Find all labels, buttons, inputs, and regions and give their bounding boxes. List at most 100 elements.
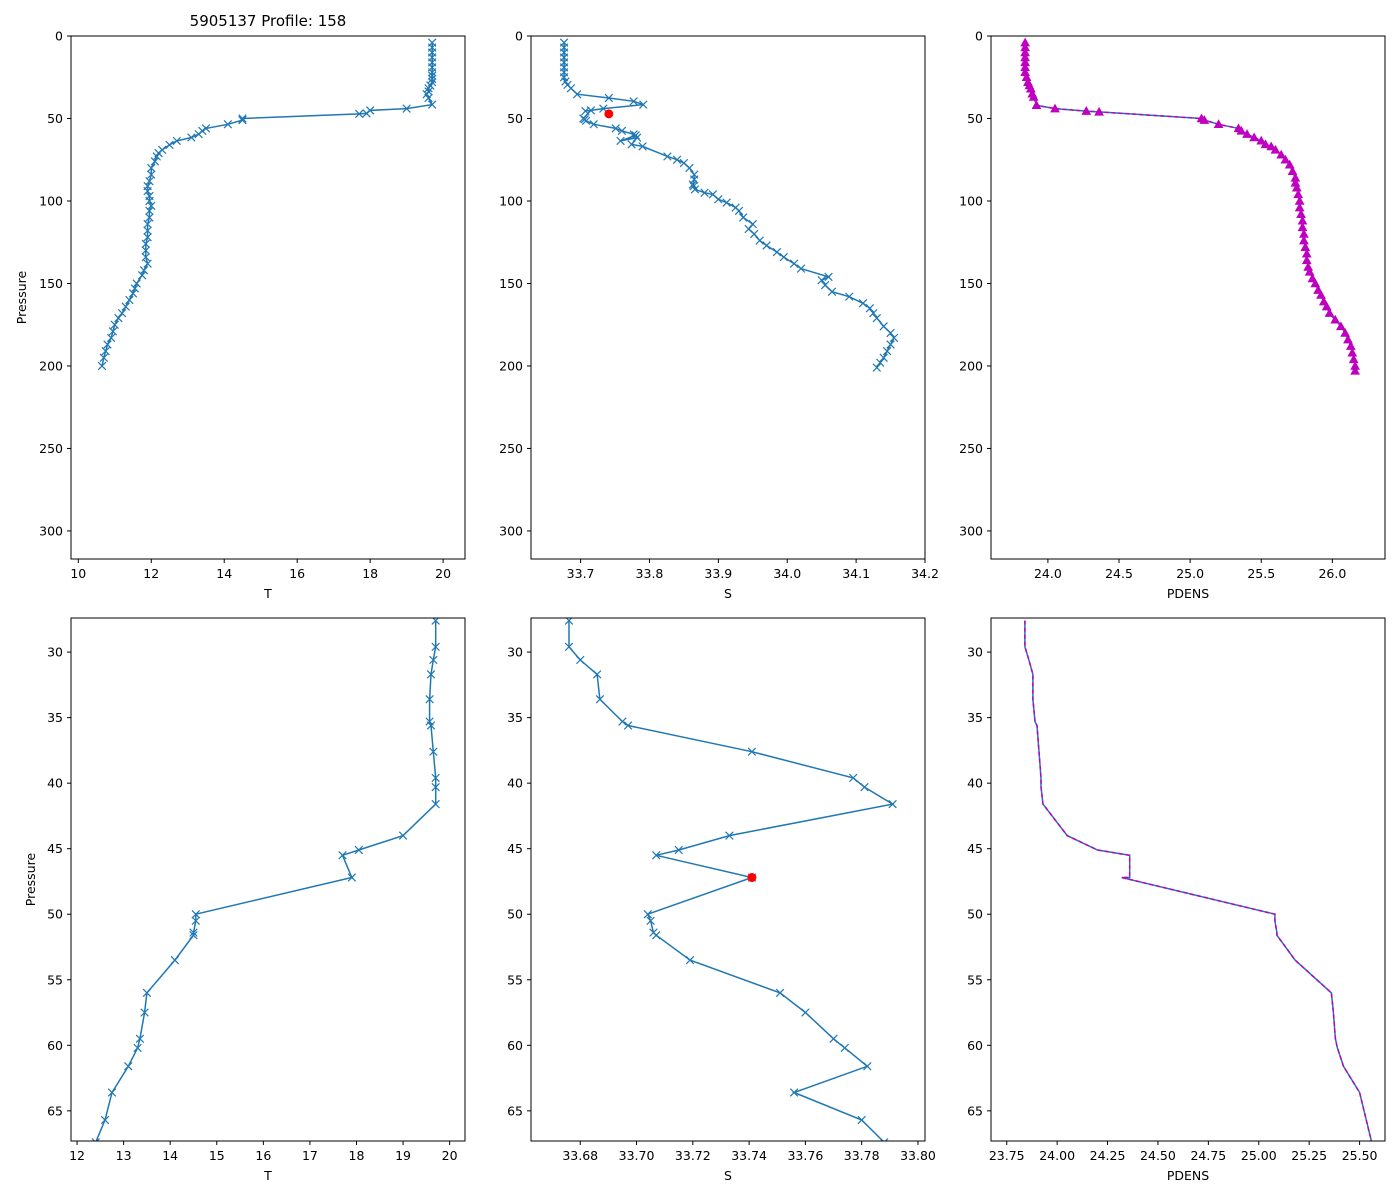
data-point [738,213,748,222]
data-point [858,299,868,308]
x-tick-label: 23.75 [989,1148,1025,1163]
data-point [121,302,130,311]
y-tick-label: 55 [47,972,63,987]
y-tick-label: 50 [967,907,983,922]
x-tick-label: 10 [70,566,86,581]
y-tick-label: 30 [967,645,983,660]
series-line-s [563,42,895,369]
data-point [141,246,151,255]
data-point [170,955,180,965]
data-point [1287,166,1298,176]
plot-frame [990,35,1386,560]
data-point [91,1138,100,1141]
plot-frame [70,617,466,1142]
data-point [429,655,438,665]
data-point [1276,149,1287,159]
x-tick-label: 14 [162,1148,178,1163]
x-tick-label: 20 [442,1148,458,1163]
data-point [632,133,642,142]
y-tick-label: 100 [499,193,523,208]
data-point [100,1115,110,1125]
data-point [108,327,118,336]
data-point [191,916,201,926]
chart-bottom-temperature: 12 13 14 15 16 17 18 19 20 30 35 40 45 50 55 60 65 T Press… [23,617,466,1183]
data-point [772,247,782,257]
data-point [97,361,107,371]
y-tick-label: 250 [499,441,523,456]
y-tick-label: 55 [967,972,983,987]
data-point [1330,314,1341,324]
x-tick-label: 33.9 [704,566,732,581]
data-point [652,851,661,860]
data-point [354,845,364,855]
data-point [789,259,799,268]
x-tick-label: 24.75 [1190,1148,1226,1163]
data-point [1345,341,1356,350]
data-point [631,131,640,140]
plot-area [1024,620,1373,1141]
plot-area [97,38,437,371]
data-point [426,670,436,679]
data-point [817,275,826,285]
x-tick-label: 24.5 [1105,566,1133,581]
y-tick-label: 45 [507,841,523,856]
data-point [99,353,109,362]
data-point [589,120,598,129]
x-tick-label: 24.0 [1034,566,1062,581]
data-point [398,831,408,840]
data-point [114,313,123,323]
y-tick-label: 60 [507,1038,523,1053]
data-point [427,68,437,77]
data-point [426,721,436,730]
data-point [623,721,633,730]
data-point [143,233,152,242]
data-point [857,1115,866,1125]
y-tick-label: 60 [47,1038,63,1053]
data-point [840,1043,850,1053]
data-point [882,346,892,356]
data-point [1316,290,1326,299]
data-point [1293,189,1304,199]
x-tick-label: 15 [209,1148,225,1163]
data-point [142,988,152,998]
x-tick-label: 12 [69,1148,85,1163]
data-point [147,201,156,211]
data-point [595,695,605,704]
chart-bottom-salinity: 33.68 33.70 33.72 33.74 33.76 33.78 33.80 30 35 4… [507,617,936,1183]
data-point [572,90,582,99]
y-tick-label: 100 [39,193,63,208]
x-tick-label: 34.0 [773,566,801,581]
x-tick-label: 33.80 [900,1148,936,1163]
x-tick-label: 25.0 [1176,566,1204,581]
data-point [147,163,156,173]
data-point [1324,308,1335,317]
data-point [700,188,709,197]
data-point [1249,132,1260,142]
x-tick-label: 20 [435,566,451,581]
data-point [827,287,837,296]
x-tick-label: 18 [362,566,378,581]
y-tick-label: 0 [515,29,523,44]
y-tick-label: 300 [959,523,983,538]
data-point [860,782,869,792]
figure-title: 5905137 Profile: 158 [190,12,347,30]
data-point [672,155,682,164]
y-tick-label: 45 [47,841,63,856]
data-point [865,303,875,313]
data-point [643,910,653,919]
plot-area [91,618,440,1141]
y-tick-label: 250 [959,441,983,456]
data-point [143,219,152,229]
data-point [424,84,433,93]
x-tick-label: 33.70 [619,1148,655,1163]
x-tick-label: 16 [255,1148,271,1163]
y-tick-label: 200 [39,358,63,373]
data-point [110,320,120,329]
data-point [1081,106,1092,115]
data-point [1094,106,1104,116]
data-point [1199,115,1210,124]
data-point [143,226,152,235]
x-tick-label: 17 [302,1148,318,1163]
data-point [165,140,174,150]
